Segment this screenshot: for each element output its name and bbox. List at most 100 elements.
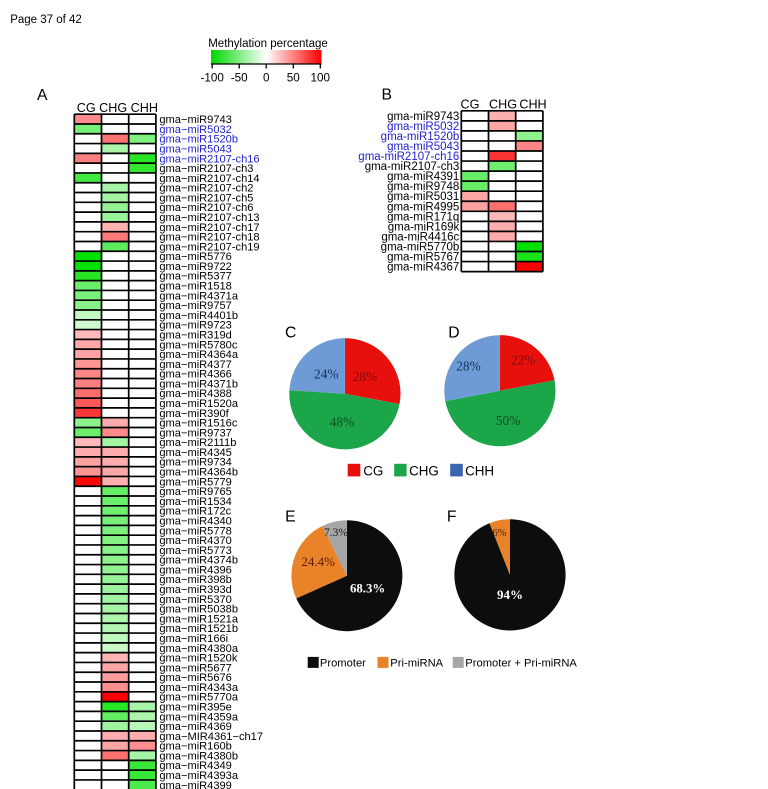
svg-text:E: E [285, 508, 295, 525]
svg-text:gma−miR4343a: gma−miR4343a [159, 682, 238, 694]
svg-text:gma-miR5043: gma-miR5043 [387, 141, 459, 153]
svg-text:gma−miR4396: gma−miR4396 [159, 564, 231, 576]
svg-text:gma−miR4374b: gma−miR4374b [159, 555, 238, 567]
svg-text:gma−miR9722: gma−miR9722 [159, 261, 231, 273]
svg-text:68.3%: 68.3% [350, 582, 385, 596]
svg-text:CG CHG CHH: CG CHG CHH [77, 101, 158, 115]
svg-text:24.4%: 24.4% [301, 554, 335, 569]
svg-text:gma-miR169k: gma-miR169k [388, 221, 460, 233]
svg-text:gma−miR9734: gma−miR9734 [159, 457, 231, 469]
svg-text:gma−miR5370: gma−miR5370 [159, 594, 231, 606]
svg-text:gma-miR5031: gma-miR5031 [387, 191, 459, 203]
svg-text:0: 0 [263, 71, 270, 84]
svg-text:gma−miR398b: gma−miR398b [159, 574, 231, 586]
svg-text:gma−miR5377: gma−miR5377 [159, 271, 231, 283]
svg-text:gma−miR172c: gma−miR172c [159, 506, 231, 518]
svg-text:gma−miR1520k: gma−miR1520k [159, 653, 237, 665]
svg-text:gma−miR5043: gma−miR5043 [159, 144, 231, 156]
svg-text:gma−miR393d: gma−miR393d [159, 584, 231, 596]
svg-text:gma−miR319d: gma−miR319d [159, 330, 231, 342]
svg-text:Page 37 of 42: Page 37 of 42 [10, 14, 82, 26]
svg-text:50%: 50% [496, 413, 521, 428]
svg-text:gma−miR4340: gma−miR4340 [159, 516, 231, 528]
svg-text:gma−miR9757: gma−miR9757 [159, 300, 231, 312]
svg-text:gma-miR2107-ch16: gma-miR2107-ch16 [358, 151, 459, 163]
svg-text:gma−miR5773: gma−miR5773 [159, 545, 231, 557]
svg-text:gma-miR9748: gma-miR9748 [387, 181, 459, 193]
svg-text:gma-miR1520b: gma-miR1520b [381, 131, 460, 143]
svg-text:50: 50 [287, 71, 301, 84]
svg-text:gma−miR1520a: gma−miR1520a [159, 398, 238, 410]
svg-text:CHH: CHH [465, 464, 494, 479]
svg-text:gma−miR5677: gma−miR5677 [159, 662, 231, 674]
svg-text:gma−miR5676: gma−miR5676 [159, 672, 231, 684]
svg-text:gma−miR1516c: gma−miR1516c [159, 418, 237, 430]
svg-text:24%: 24% [314, 366, 339, 381]
svg-text:gma−miR4349: gma−miR4349 [159, 760, 231, 772]
svg-text:gma-miR4367: gma-miR4367 [387, 262, 459, 274]
svg-text:gma−miR4369: gma−miR4369 [159, 721, 231, 733]
svg-text:28%: 28% [456, 359, 481, 374]
svg-text:22%: 22% [511, 353, 536, 368]
svg-text:gma-miR5770b: gma-miR5770b [381, 242, 460, 254]
svg-text:gma−miR4393a: gma−miR4393a [159, 770, 238, 782]
svg-text:gma−miR2107-ch5: gma−miR2107-ch5 [159, 192, 253, 204]
svg-text:gma−miR395e: gma−miR395e [159, 702, 231, 714]
svg-text:-100: -100 [200, 71, 224, 84]
svg-text:gma−miR4371a: gma−miR4371a [159, 290, 238, 302]
svg-text:gma−miR1520b: gma−miR1520b [159, 134, 238, 146]
svg-text:CG: CG [363, 464, 383, 479]
svg-text:Promoter: Promoter [320, 658, 366, 670]
svg-text:gma−miR2107-ch17: gma−miR2107-ch17 [159, 222, 259, 234]
svg-text:gma−miR4345: gma−miR4345 [159, 447, 231, 459]
svg-text:gma−miR4364a: gma−miR4364a [159, 349, 238, 361]
svg-text:gma−miR160b: gma−miR160b [159, 741, 231, 753]
svg-text:gma−miR2107-ch16: gma−miR2107-ch16 [159, 153, 259, 165]
svg-text:gma−miR2107-ch18: gma−miR2107-ch18 [159, 232, 259, 244]
svg-text:gma−miR9737: gma−miR9737 [159, 427, 231, 439]
svg-text:F: F [447, 508, 457, 525]
svg-text:gma−miR1518: gma−miR1518 [159, 281, 231, 293]
svg-text:gma−miR2107-ch19: gma−miR2107-ch19 [159, 241, 259, 253]
svg-text:gma−miR1521b: gma−miR1521b [159, 623, 238, 635]
svg-text:6%: 6% [493, 528, 507, 539]
svg-text:gma−miR4370: gma−miR4370 [159, 535, 231, 547]
svg-text:Methylation percentage: Methylation percentage [208, 38, 328, 50]
svg-text:CHH: CHH [519, 98, 546, 112]
svg-text:gma−miR5778: gma−miR5778 [159, 525, 231, 537]
svg-text:A: A [37, 87, 48, 104]
svg-text:gma−miR4399: gma−miR4399 [159, 780, 231, 789]
svg-text:gma-miR4416c: gma-miR4416c [381, 231, 459, 243]
svg-text:gma-miR4391: gma-miR4391 [387, 171, 459, 183]
svg-text:gma−miR1534: gma−miR1534 [159, 496, 231, 508]
svg-text:gma−miR2107-ch14: gma−miR2107-ch14 [159, 173, 259, 185]
svg-text:C: C [285, 324, 296, 341]
svg-text:gma−miR5776: gma−miR5776 [159, 251, 231, 263]
svg-text:28%: 28% [353, 369, 378, 384]
svg-text:D: D [448, 324, 459, 341]
svg-text:gma−miR390f: gma−miR390f [159, 408, 229, 420]
svg-text:gma−miR4380b: gma−miR4380b [159, 750, 238, 762]
svg-text:CHG: CHG [409, 464, 439, 479]
svg-text:gma-miR4995: gma-miR4995 [387, 201, 459, 213]
svg-text:gma−miR9723: gma−miR9723 [159, 320, 231, 332]
svg-text:gma−miR2111b: gma−miR2111b [159, 437, 236, 449]
svg-text:gma−miR4364b: gma−miR4364b [159, 467, 238, 479]
svg-text:gma−miR166i: gma−miR166i [159, 633, 228, 645]
svg-text:gma−miR4377: gma−miR4377 [159, 359, 231, 371]
svg-text:gma−miR4359a: gma−miR4359a [159, 711, 238, 723]
svg-text:gma−miR5779: gma−miR5779 [159, 476, 231, 488]
svg-text:B: B [382, 86, 392, 103]
svg-text:gma−miR9765: gma−miR9765 [159, 486, 231, 498]
svg-text:gma−miR5780c: gma−miR5780c [159, 339, 237, 351]
svg-text:gma−MIR4361−ch17: gma−MIR4361−ch17 [159, 731, 263, 743]
svg-text:gma-miR171q: gma-miR171q [387, 211, 459, 223]
svg-text:gma−miR5032: gma−miR5032 [159, 124, 231, 136]
svg-text:Promoter + Pri-miRNA: Promoter + Pri-miRNA [465, 658, 577, 670]
svg-text:gma−miR2107-ch3: gma−miR2107-ch3 [159, 163, 253, 175]
svg-text:Pri-miRNA: Pri-miRNA [390, 658, 443, 670]
svg-text:48%: 48% [330, 414, 355, 429]
svg-text:gma−miR2107-ch13: gma−miR2107-ch13 [159, 212, 259, 224]
svg-text:gma−miR2107-ch2: gma−miR2107-ch2 [159, 183, 253, 195]
svg-text:gma−miR4380a: gma−miR4380a [159, 643, 238, 655]
